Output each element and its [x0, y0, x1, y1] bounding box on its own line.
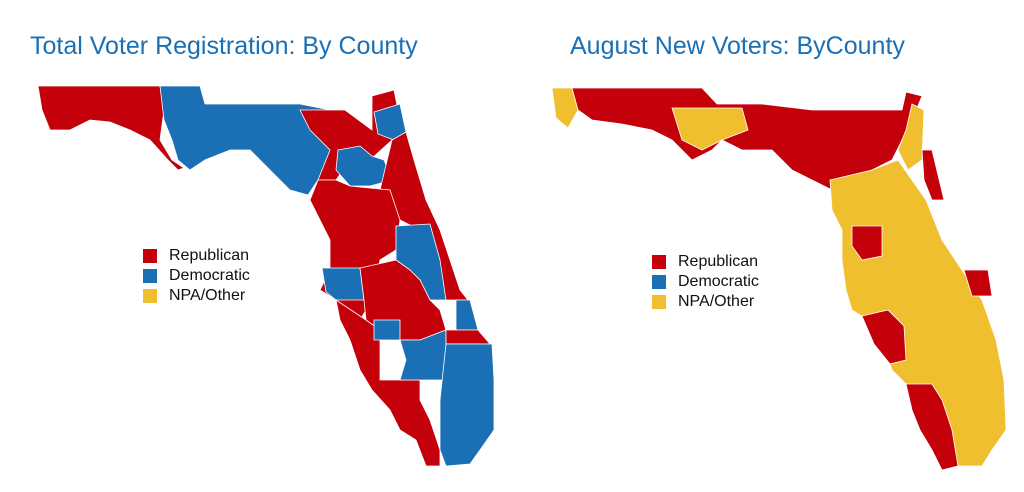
legend-label: NPA/Other [678, 293, 755, 310]
legend: Republican Democratic NPA/Other [652, 252, 759, 312]
florida-county-map-august [551, 87, 1007, 471]
democratic-swatch [652, 275, 666, 289]
august-new-voters-panel: August New Voters: ByCounty Republican D… [512, 0, 1024, 492]
legend-label: NPA/Other [169, 287, 246, 304]
npa-swatch [143, 289, 157, 303]
npa-swatch [652, 295, 666, 309]
map-title: August New Voters: ByCounty [570, 32, 905, 60]
legend: Republican Democratic NPA/Other [143, 246, 250, 306]
legend-item-npa: NPA/Other [652, 292, 759, 312]
democratic-swatch [143, 269, 157, 283]
legend-label: Republican [169, 247, 250, 264]
florida-county-map-total [37, 85, 495, 467]
legend-label: Republican [678, 253, 759, 270]
total-registration-panel: Total Voter Registration: By County [30, 32, 495, 467]
legend-item-democratic: Democratic [652, 272, 759, 292]
legend-item-npa: NPA/Other [143, 286, 250, 306]
republican-swatch [652, 255, 666, 269]
legend-item-republican: Republican [652, 252, 759, 272]
legend-label: Democratic [169, 267, 250, 284]
map-title: Total Voter Registration: By County [30, 32, 418, 60]
legend-item-republican: Republican [143, 246, 250, 266]
legend-item-democratic: Democratic [143, 266, 250, 286]
legend-label: Democratic [678, 273, 759, 290]
republican-swatch [143, 249, 157, 263]
